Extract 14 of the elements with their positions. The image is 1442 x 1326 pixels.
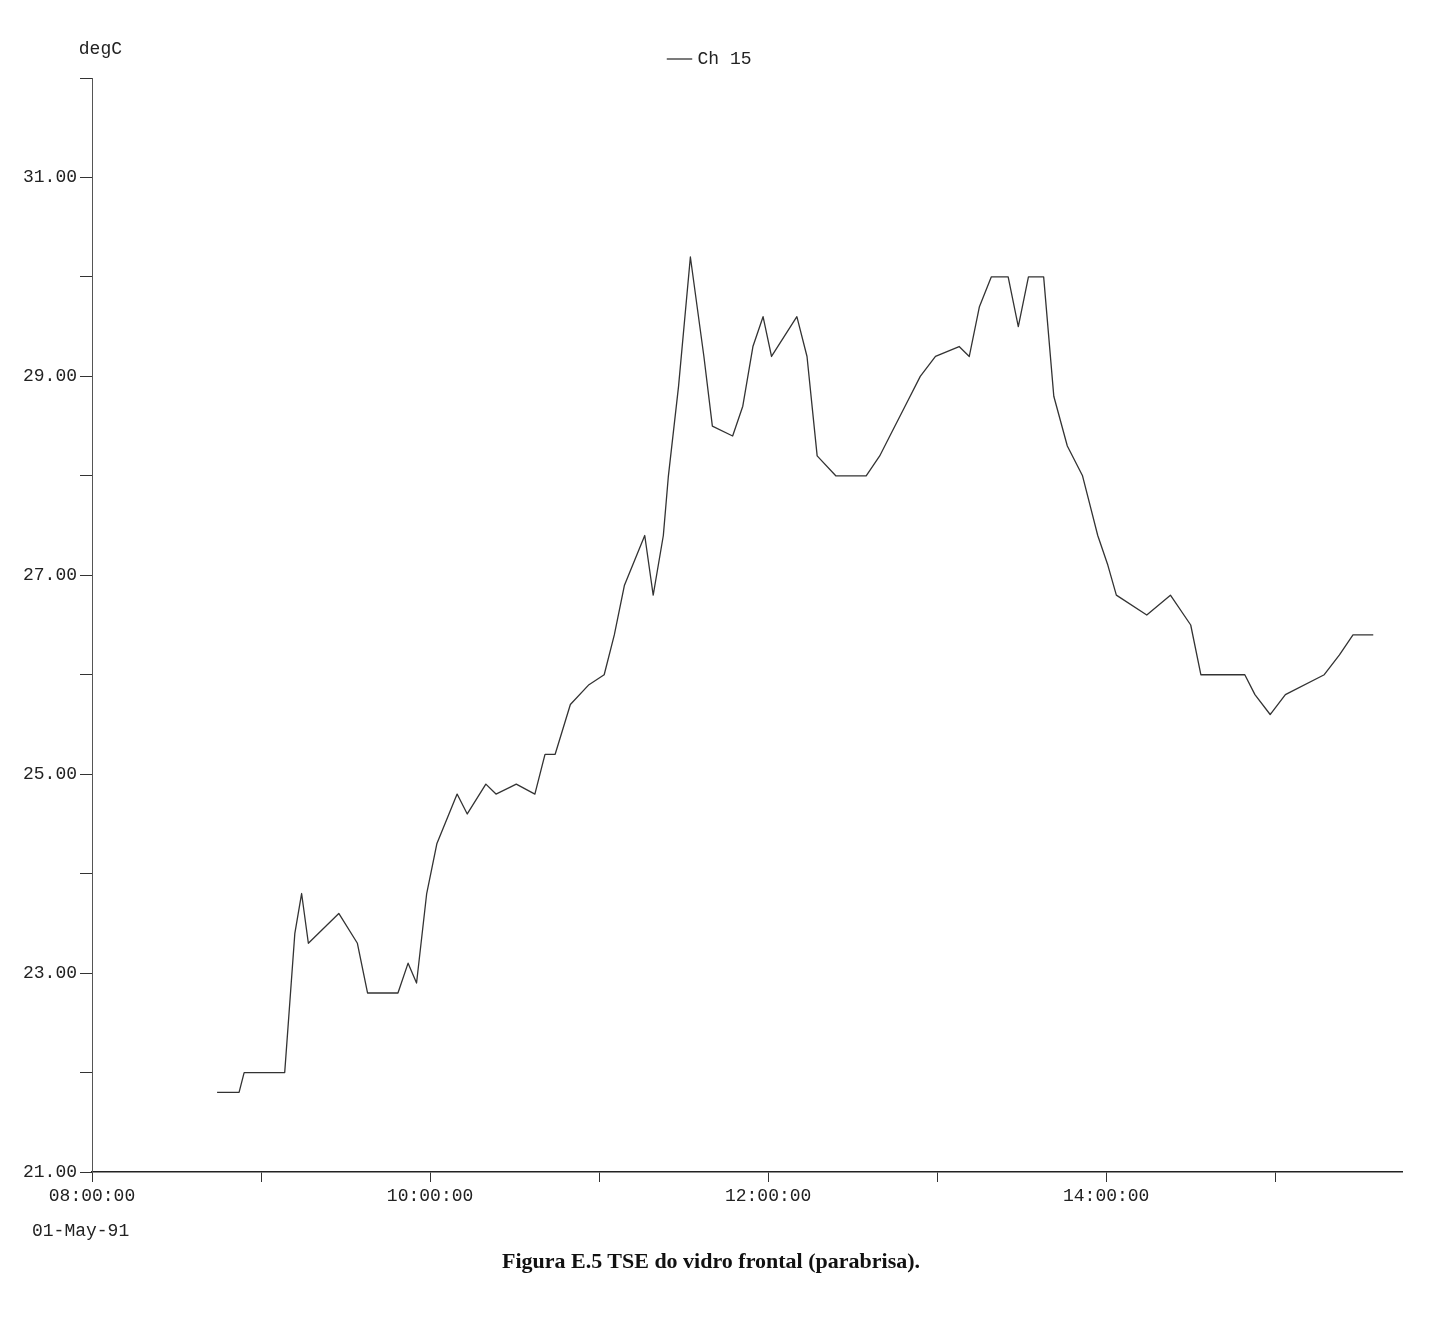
y-axis-title: degC xyxy=(78,38,123,59)
y-tick-label: 29.00 xyxy=(22,366,78,387)
x-tick-label: 08:00:00 xyxy=(48,1185,136,1206)
y-tick-label: 25.00 xyxy=(22,763,78,784)
y-tick-label: 23.00 xyxy=(22,962,78,983)
y-tick-label: 21.00 xyxy=(22,1161,78,1182)
text: 01-May-91 xyxy=(32,1220,130,1241)
text: Figura E.5 TSE do vidro frontal (parabrisa). xyxy=(501,1248,921,1274)
y-tick-label: 31.00 xyxy=(22,167,78,188)
legend-label: Ch 15 xyxy=(697,48,752,69)
x-tick-label: 14:00:00 xyxy=(1062,1185,1150,1206)
y-tick-label: 27.00 xyxy=(22,565,78,586)
x-tick-label: 10:00:00 xyxy=(386,1185,474,1206)
x-tick-label: 12:00:00 xyxy=(724,1185,812,1206)
